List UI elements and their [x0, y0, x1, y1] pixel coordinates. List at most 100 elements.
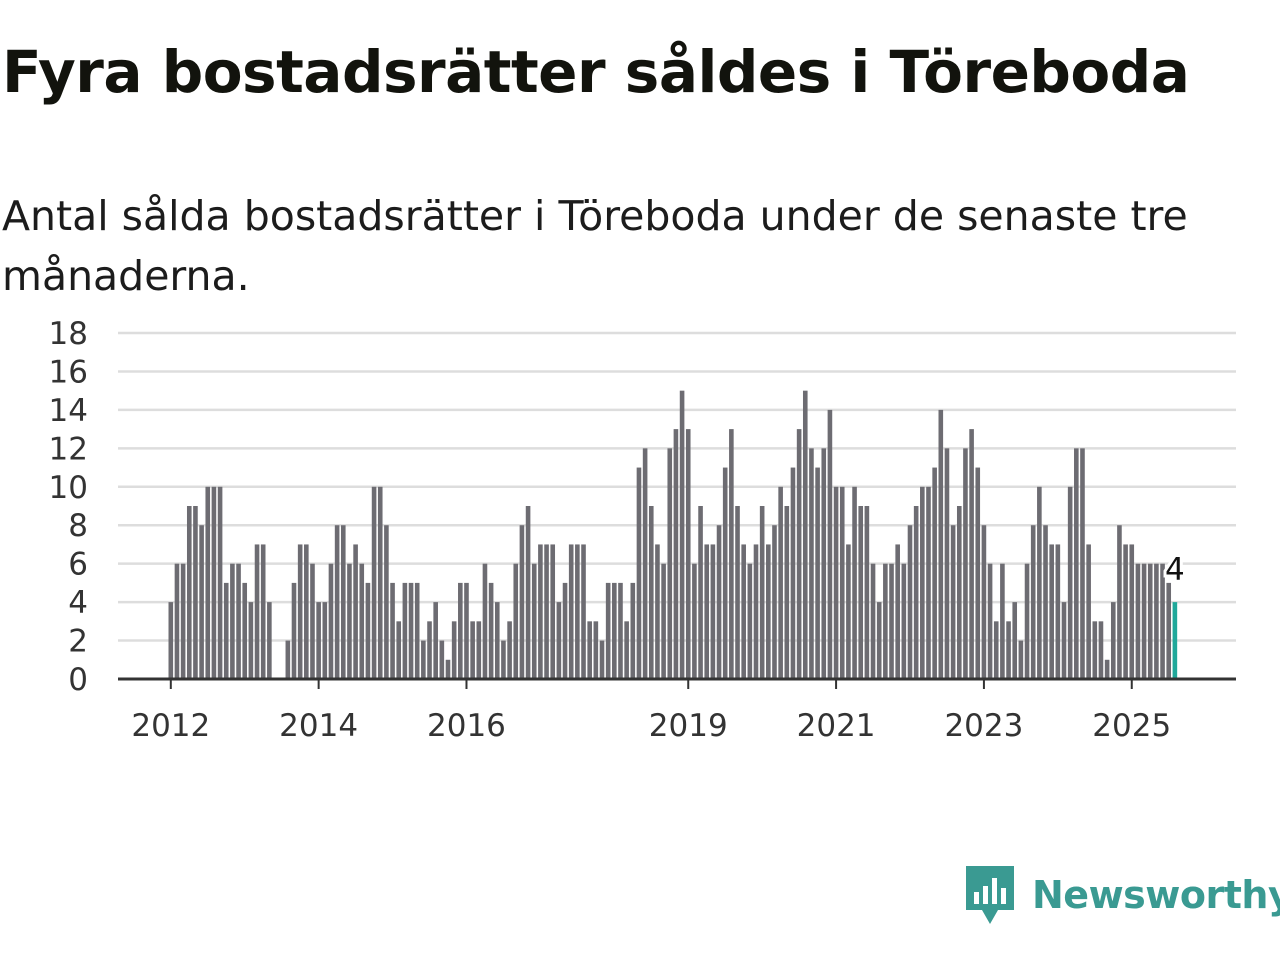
- bar: [340, 525, 346, 679]
- bar: [722, 467, 728, 679]
- bar: [575, 544, 580, 679]
- bar: [716, 525, 722, 679]
- x-tick-label: 2025: [1092, 708, 1171, 744]
- bar: [981, 525, 987, 679]
- bar: [772, 525, 777, 679]
- bar: [661, 563, 666, 679]
- bar: [421, 640, 426, 679]
- bar: [612, 582, 617, 679]
- bar: [630, 582, 636, 679]
- x-axis-ticks: 2012 2014 2016 2019 2021 2023 2025: [131, 679, 1171, 744]
- bar: [384, 525, 389, 679]
- x-tick-label: 2019: [649, 708, 728, 744]
- bar: [297, 544, 303, 679]
- bar: [636, 467, 642, 679]
- bar: [242, 582, 248, 679]
- bar: [414, 582, 420, 679]
- y-tick-label: 4: [68, 585, 88, 621]
- bar: [519, 525, 525, 679]
- bar: [587, 621, 592, 679]
- bar: [433, 602, 438, 679]
- bar: [347, 563, 352, 679]
- bar: [698, 506, 703, 679]
- x-tick-label: 2016: [427, 708, 506, 744]
- bar: [1166, 582, 1172, 679]
- bar: [975, 467, 981, 679]
- bar: [642, 448, 648, 679]
- bar: [1172, 602, 1178, 679]
- bar: [685, 429, 691, 679]
- bar: [217, 486, 223, 679]
- bar: [1110, 602, 1116, 679]
- annotation-layer: 4: [1162, 549, 1188, 591]
- bar: [932, 467, 937, 679]
- bar: [507, 621, 512, 679]
- bar: [476, 621, 482, 679]
- bar: [599, 640, 605, 679]
- bar: [673, 429, 679, 679]
- brand-name: Newsworthy: [1032, 873, 1280, 917]
- bar: [359, 563, 365, 679]
- bar: [809, 448, 814, 679]
- bar: [790, 467, 796, 679]
- bar: [796, 429, 802, 679]
- bar: [248, 602, 254, 679]
- bar: [408, 582, 414, 679]
- bar: [766, 544, 771, 679]
- bar: [753, 544, 759, 679]
- bar: [1055, 544, 1061, 679]
- bar: [667, 448, 673, 679]
- bar: [285, 640, 291, 679]
- bar: [1104, 659, 1110, 679]
- bar: [735, 506, 740, 679]
- bar: [174, 563, 180, 679]
- x-tick-label: 2014: [279, 708, 358, 744]
- bar: [815, 467, 820, 679]
- page-subtitle: Antal sålda bostadsrätter i Töreboda und…: [2, 192, 1188, 300]
- bar: [969, 429, 974, 679]
- bar: [260, 544, 266, 679]
- bar: [199, 525, 204, 679]
- bar: [186, 506, 192, 679]
- bar: [741, 544, 746, 679]
- bar: [396, 621, 402, 679]
- bar: [501, 640, 506, 679]
- bar: [402, 582, 408, 679]
- bar: [839, 486, 845, 679]
- y-tick-label: 6: [68, 547, 88, 583]
- bar: [920, 486, 925, 679]
- bar: [180, 563, 186, 679]
- bar: [648, 506, 654, 679]
- x-tick-label: 2021: [797, 708, 876, 744]
- bar: [562, 582, 568, 679]
- bar: [1160, 563, 1165, 679]
- bar: [956, 506, 962, 679]
- bar: [821, 448, 827, 679]
- bar: [365, 582, 371, 679]
- bar: [778, 486, 783, 679]
- bar: [1098, 621, 1104, 679]
- bar: [556, 602, 562, 679]
- bar: [267, 602, 272, 679]
- bar: [445, 659, 451, 679]
- bar: [907, 525, 913, 679]
- bar: [901, 563, 907, 679]
- bar: [1000, 563, 1005, 679]
- y-tick-label: 0: [68, 662, 88, 698]
- bar: [322, 602, 328, 679]
- bar: [1080, 448, 1085, 679]
- bar: [1024, 563, 1030, 679]
- bar: [304, 544, 309, 679]
- bar: [316, 602, 321, 679]
- bar: [439, 640, 445, 679]
- bar: [230, 563, 235, 679]
- bar: [550, 544, 556, 679]
- bar: [987, 563, 993, 679]
- x-tick-label: 2012: [131, 708, 210, 744]
- bar: [963, 448, 968, 679]
- bar: [846, 544, 851, 679]
- bar: [211, 486, 217, 679]
- newsworthy-logo-icon: [966, 866, 1014, 924]
